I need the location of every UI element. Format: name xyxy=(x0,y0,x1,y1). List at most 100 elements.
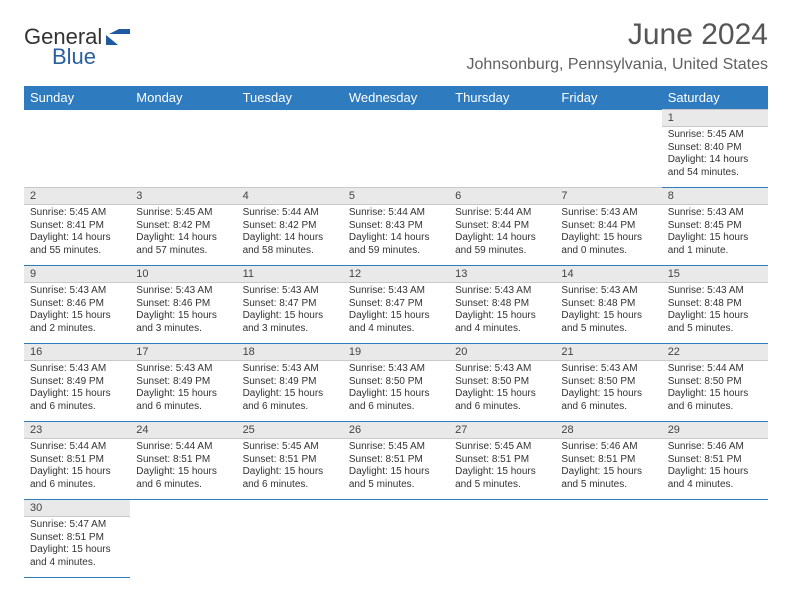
day-cell: Sunrise: 5:44 AMSunset: 8:43 PMDaylight:… xyxy=(343,205,449,266)
empty-cell xyxy=(343,517,449,578)
day-cell: Sunrise: 5:43 AMSunset: 8:49 PMDaylight:… xyxy=(237,361,343,422)
daylight-line: Daylight: 15 hours and 6 minutes. xyxy=(349,388,443,413)
sunset-line: Sunset: 8:51 PM xyxy=(561,454,655,467)
sunset-line: Sunset: 8:47 PM xyxy=(349,298,443,311)
sunset-line: Sunset: 8:50 PM xyxy=(455,376,549,389)
day-cell: Sunrise: 5:45 AMSunset: 8:51 PMDaylight:… xyxy=(449,439,555,500)
daylight-line: Daylight: 15 hours and 5 minutes. xyxy=(349,466,443,491)
day-number: 17 xyxy=(130,344,236,361)
day-cell: Sunrise: 5:43 AMSunset: 8:48 PMDaylight:… xyxy=(662,283,768,344)
sunset-line: Sunset: 8:51 PM xyxy=(136,454,230,467)
daylight-line: Daylight: 15 hours and 6 minutes. xyxy=(668,388,762,413)
day-number: 15 xyxy=(662,266,768,283)
day-number: 21 xyxy=(555,344,661,361)
sunset-line: Sunset: 8:48 PM xyxy=(668,298,762,311)
day-number: 10 xyxy=(130,266,236,283)
sunrise-line: Sunrise: 5:43 AM xyxy=(455,363,549,376)
day-cell: Sunrise: 5:43 AMSunset: 8:50 PMDaylight:… xyxy=(555,361,661,422)
day-cell: Sunrise: 5:45 AMSunset: 8:51 PMDaylight:… xyxy=(343,439,449,500)
sunrise-line: Sunrise: 5:43 AM xyxy=(561,363,655,376)
day-cell: Sunrise: 5:43 AMSunset: 8:49 PMDaylight:… xyxy=(24,361,130,422)
day-number: 5 xyxy=(343,188,449,205)
weekday-header: Saturday xyxy=(662,86,768,110)
daylight-line: Daylight: 15 hours and 2 minutes. xyxy=(30,310,124,335)
empty-cell xyxy=(662,500,768,517)
sunset-line: Sunset: 8:40 PM xyxy=(668,142,762,155)
day-number: 2 xyxy=(24,188,130,205)
sunset-line: Sunset: 8:51 PM xyxy=(455,454,549,467)
day-number: 12 xyxy=(343,266,449,283)
day-cell: Sunrise: 5:43 AMSunset: 8:50 PMDaylight:… xyxy=(449,361,555,422)
sunrise-line: Sunrise: 5:45 AM xyxy=(30,207,124,220)
location-subtitle: Johnsonburg, Pennsylvania, United States xyxy=(466,56,768,74)
sunset-line: Sunset: 8:51 PM xyxy=(30,532,124,545)
daylight-line: Daylight: 14 hours and 58 minutes. xyxy=(243,232,337,257)
day-number: 25 xyxy=(237,422,343,439)
day-number: 28 xyxy=(555,422,661,439)
day-cell: Sunrise: 5:43 AMSunset: 8:49 PMDaylight:… xyxy=(130,361,236,422)
day-cell: Sunrise: 5:43 AMSunset: 8:46 PMDaylight:… xyxy=(130,283,236,344)
day-cell: Sunrise: 5:47 AMSunset: 8:51 PMDaylight:… xyxy=(24,517,130,578)
daylight-line: Daylight: 15 hours and 4 minutes. xyxy=(349,310,443,335)
daylight-line: Daylight: 15 hours and 5 minutes. xyxy=(561,310,655,335)
empty-cell xyxy=(662,517,768,578)
calendar-table: SundayMondayTuesdayWednesdayThursdayFrid… xyxy=(24,86,768,578)
day-cell: Sunrise: 5:43 AMSunset: 8:45 PMDaylight:… xyxy=(662,205,768,266)
sunrise-line: Sunrise: 5:44 AM xyxy=(30,441,124,454)
daylight-line: Daylight: 15 hours and 6 minutes. xyxy=(561,388,655,413)
daylight-line: Daylight: 15 hours and 6 minutes. xyxy=(136,388,230,413)
sunrise-line: Sunrise: 5:45 AM xyxy=(349,441,443,454)
daylight-line: Daylight: 14 hours and 59 minutes. xyxy=(349,232,443,257)
day-cell: Sunrise: 5:43 AMSunset: 8:48 PMDaylight:… xyxy=(449,283,555,344)
sunrise-line: Sunrise: 5:43 AM xyxy=(136,285,230,298)
daylight-line: Daylight: 15 hours and 5 minutes. xyxy=(561,466,655,491)
sunrise-line: Sunrise: 5:43 AM xyxy=(349,363,443,376)
day-cell: Sunrise: 5:43 AMSunset: 8:47 PMDaylight:… xyxy=(237,283,343,344)
day-number: 3 xyxy=(130,188,236,205)
empty-cell xyxy=(130,110,236,127)
day-cell: Sunrise: 5:44 AMSunset: 8:42 PMDaylight:… xyxy=(237,205,343,266)
sunset-line: Sunset: 8:49 PM xyxy=(136,376,230,389)
sunrise-line: Sunrise: 5:44 AM xyxy=(668,363,762,376)
day-number: 23 xyxy=(24,422,130,439)
day-cell: Sunrise: 5:44 AMSunset: 8:51 PMDaylight:… xyxy=(130,439,236,500)
sunrise-line: Sunrise: 5:44 AM xyxy=(136,441,230,454)
sunrise-line: Sunrise: 5:44 AM xyxy=(349,207,443,220)
day-number: 26 xyxy=(343,422,449,439)
weekday-header: Friday xyxy=(555,86,661,110)
daylight-line: Daylight: 15 hours and 5 minutes. xyxy=(455,466,549,491)
sunset-line: Sunset: 8:51 PM xyxy=(243,454,337,467)
daylight-line: Daylight: 15 hours and 4 minutes. xyxy=(455,310,549,335)
sunset-line: Sunset: 8:48 PM xyxy=(561,298,655,311)
day-number: 27 xyxy=(449,422,555,439)
sunset-line: Sunset: 8:44 PM xyxy=(455,220,549,233)
sunrise-line: Sunrise: 5:46 AM xyxy=(668,441,762,454)
sunrise-line: Sunrise: 5:46 AM xyxy=(561,441,655,454)
sunset-line: Sunset: 8:47 PM xyxy=(243,298,337,311)
day-number: 11 xyxy=(237,266,343,283)
sunrise-line: Sunrise: 5:47 AM xyxy=(30,519,124,532)
empty-cell xyxy=(130,500,236,517)
day-cell: Sunrise: 5:45 AMSunset: 8:51 PMDaylight:… xyxy=(237,439,343,500)
day-number: 30 xyxy=(24,500,130,517)
empty-cell xyxy=(555,517,661,578)
day-number: 22 xyxy=(662,344,768,361)
day-cell: Sunrise: 5:46 AMSunset: 8:51 PMDaylight:… xyxy=(662,439,768,500)
day-number: 7 xyxy=(555,188,661,205)
sunset-line: Sunset: 8:43 PM xyxy=(349,220,443,233)
sunrise-line: Sunrise: 5:45 AM xyxy=(668,129,762,142)
empty-cell xyxy=(555,500,661,517)
empty-cell xyxy=(449,127,555,188)
sunrise-line: Sunrise: 5:43 AM xyxy=(136,363,230,376)
day-number: 8 xyxy=(662,188,768,205)
daylight-line: Daylight: 15 hours and 4 minutes. xyxy=(668,466,762,491)
daylight-line: Daylight: 15 hours and 4 minutes. xyxy=(30,544,124,569)
sunset-line: Sunset: 8:50 PM xyxy=(349,376,443,389)
empty-cell xyxy=(24,127,130,188)
empty-cell xyxy=(449,500,555,517)
day-number: 6 xyxy=(449,188,555,205)
daylight-line: Daylight: 15 hours and 0 minutes. xyxy=(561,232,655,257)
sunrise-line: Sunrise: 5:43 AM xyxy=(243,285,337,298)
daylight-line: Daylight: 15 hours and 5 minutes. xyxy=(668,310,762,335)
empty-cell xyxy=(555,110,661,127)
